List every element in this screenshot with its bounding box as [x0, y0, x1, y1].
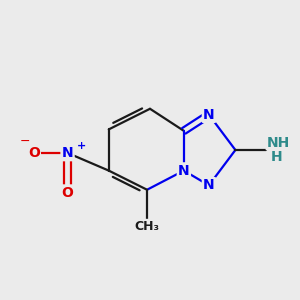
Text: +: +: [77, 141, 86, 151]
Text: N: N: [203, 108, 215, 122]
Text: N: N: [203, 178, 215, 192]
Text: N: N: [62, 146, 74, 160]
Text: N: N: [178, 164, 190, 178]
Text: H: H: [271, 150, 282, 164]
Text: NH: NH: [266, 136, 289, 150]
Text: CH₃: CH₃: [135, 220, 160, 233]
Text: O: O: [61, 186, 74, 200]
Text: O: O: [28, 146, 40, 160]
Text: −: −: [20, 135, 30, 148]
